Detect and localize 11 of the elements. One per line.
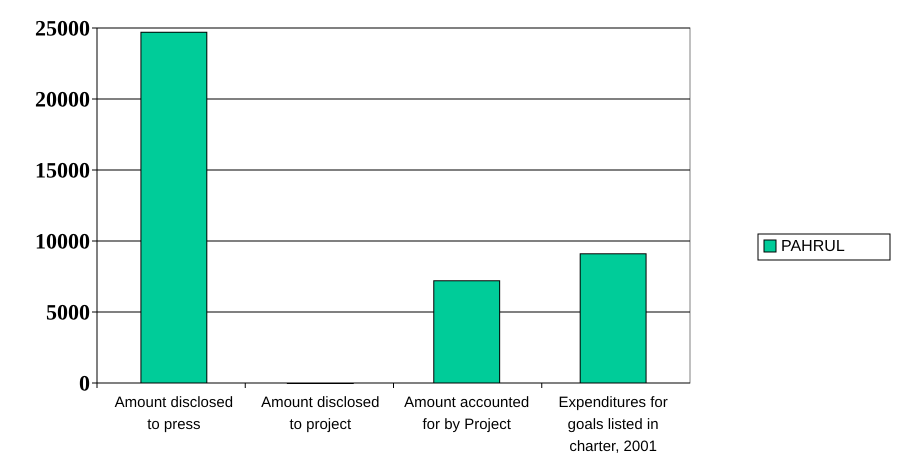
x-tick-label: Amount disclosed to press bbox=[114, 394, 234, 433]
y-tick-label: 20000 bbox=[35, 86, 90, 112]
y-tick-label: 25000 bbox=[35, 16, 90, 41]
y-tick-label: 15000 bbox=[35, 158, 90, 183]
y-tick-label: 10000 bbox=[35, 228, 90, 254]
x-tick-label: Amount accounted for by Project bbox=[404, 394, 530, 433]
legend-label: PAHRUL bbox=[781, 238, 845, 255]
x-tick-label: Expenditures for goals listed in charter, 2001 bbox=[558, 394, 668, 455]
y-tick-label: 5000 bbox=[46, 300, 90, 325]
x-tick-label: Amount disclosed to project bbox=[261, 394, 380, 433]
y-tick-label: 0 bbox=[79, 370, 90, 396]
